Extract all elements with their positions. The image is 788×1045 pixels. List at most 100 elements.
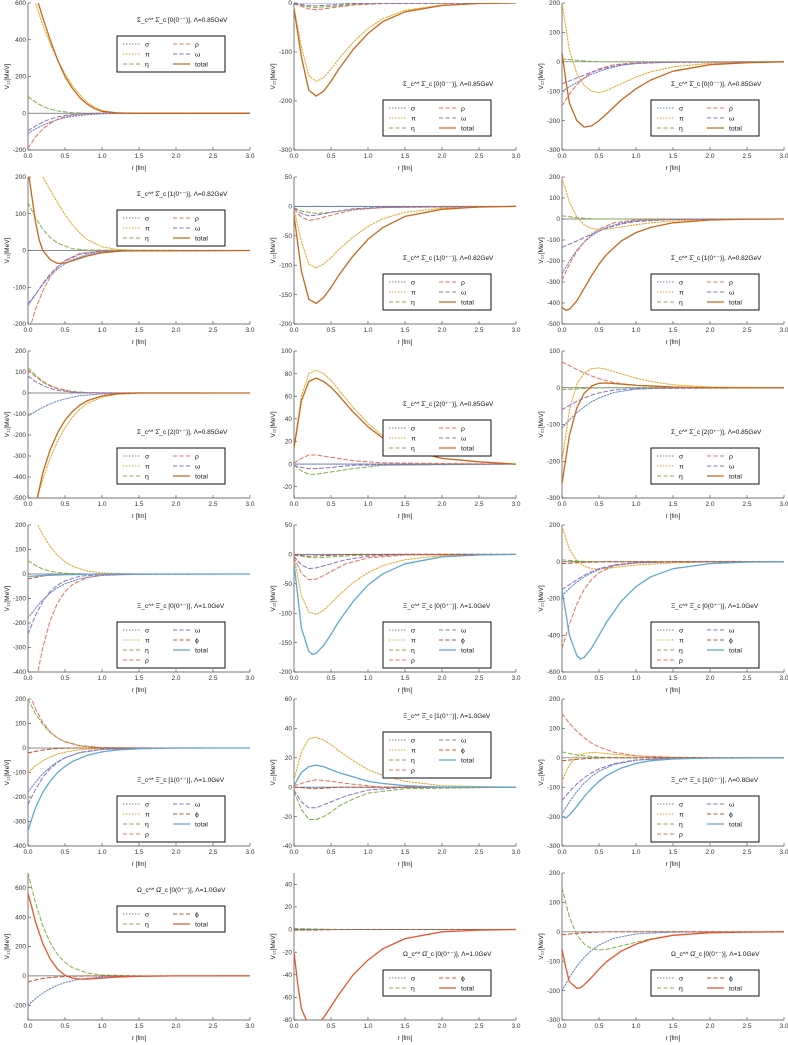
- x-tick-label: 2.0: [437, 849, 446, 856]
- x-tick-label: 0.5: [326, 1023, 335, 1030]
- legend-label-sigma: σ: [679, 627, 684, 634]
- series-line-total_b: [562, 561, 784, 660]
- x-axis-label: r [fm]: [398, 861, 413, 868]
- x-tick-label: 1.5: [400, 327, 409, 334]
- chart-panel: 0.0 0.5 1.0 1.5 2.0 2.5 3.0 -600 -400 -200 0 200 r […: [534, 522, 788, 696]
- y-tick-label: -60: [283, 995, 293, 1002]
- x-tick-label: 1.5: [668, 501, 677, 508]
- y-axis-label: V₁₁[MeV]: [4, 933, 11, 959]
- series-line-total_a: [37, 3, 250, 114]
- series-line-phi: [294, 929, 516, 931]
- y-tick-label: 400: [15, 914, 26, 921]
- series-line-phi: [28, 747, 250, 754]
- chart-panel: 0.0 0.5 1.0 1.5 2.0 2.5 3.0 -200 -100 0 100 200 r [f…: [0, 174, 262, 348]
- series-line-omega: [562, 218, 784, 248]
- series-line-total_b: [562, 757, 784, 819]
- x-tick-label: 0.5: [326, 501, 335, 508]
- legend-label-pi: π: [145, 637, 150, 644]
- y-tick-label: 100: [549, 195, 560, 202]
- series-line-rho: [294, 3, 516, 11]
- x-tick-label: 1.0: [363, 849, 372, 856]
- y-tick-label: -20: [283, 484, 293, 491]
- x-tick-label: 2.5: [474, 1023, 483, 1030]
- chart-title: Σ_c^* Σ̄_c [0(0⁻⁻)], Λ=0.85GeV: [671, 81, 762, 88]
- x-tick-label: 3.0: [245, 153, 254, 160]
- x-tick-label: 2.5: [474, 675, 483, 682]
- y-tick-label: 0: [556, 929, 560, 936]
- x-axis-label: r [fm]: [132, 861, 147, 868]
- y-tick-label: -500: [13, 495, 26, 502]
- y-tick-label: -300: [547, 279, 560, 286]
- y-tick-label: -200: [279, 98, 292, 105]
- legend-box: [650, 795, 760, 843]
- legend-label-eta: η: [679, 985, 683, 992]
- legend-label-rho: ρ: [729, 279, 733, 286]
- series-line-total_b: [28, 573, 250, 578]
- series-line-omega: [294, 786, 516, 809]
- y-tick-label: 200: [549, 522, 560, 529]
- legend-label-pi: π: [145, 225, 150, 232]
- x-tick-label: 0.5: [594, 153, 603, 160]
- chart-svg: 0.0 0.5 1.0 1.5 2.0 2.5 3.0 -80 -60 -40 -20 0 20 40 r …: [270, 873, 521, 1042]
- y-tick-label: -300: [13, 645, 26, 652]
- y-tick-label: -500: [547, 321, 560, 328]
- x-tick-label: 0.0: [23, 849, 32, 856]
- chart-svg: 0.0 0.5 1.0 1.5 2.0 2.5 3.0 -400 -300 -200 -100 0 10…: [4, 696, 255, 868]
- legend-label-omega: ω: [729, 463, 735, 470]
- y-tick-label: 200: [549, 696, 560, 703]
- y-tick-label: 0: [556, 755, 560, 762]
- y-tick-label: -200: [279, 669, 292, 676]
- series-line-pi: [294, 3, 516, 82]
- series-line-pi: [562, 367, 784, 462]
- legend-label-sigma: σ: [145, 453, 150, 460]
- y-tick-label: 40: [285, 726, 293, 733]
- y-tick-label: 100: [549, 900, 560, 907]
- legend-label-omega: ω: [729, 801, 735, 808]
- legend-label-phi: ϕ: [729, 975, 733, 982]
- series-line-total_a: [294, 205, 516, 305]
- x-tick-label: 0.0: [289, 849, 298, 856]
- chart-title: Ξ_c^* Ξ̄_c [1(0⁺⁻)], Λ=1.0GeV: [403, 713, 491, 720]
- legend-label-total_a: total: [195, 235, 208, 242]
- series-line-omega: [28, 250, 250, 305]
- chart-svg: 0.0 0.5 1.0 1.5 2.0 2.5 3.0 -600 -400 -200 0 200 r […: [538, 522, 788, 694]
- x-tick-label: 3.0: [511, 1023, 520, 1030]
- y-tick-label: 60: [285, 393, 293, 400]
- y-tick-label: 0: [288, 461, 292, 468]
- x-tick-label: 2.0: [705, 675, 714, 682]
- series-line-total_a: [36, 392, 250, 498]
- legend-label-rho: ρ: [411, 767, 415, 774]
- legend-label-omega: ω: [195, 627, 201, 634]
- x-axis-label: r [fm]: [666, 687, 681, 694]
- x-tick-label: 1.5: [400, 501, 409, 508]
- y-tick-label: -40: [283, 972, 293, 979]
- chart-title: Ξ_c^* Ξ̄_c [1(0⁺⁻)], Λ=1.0GeV: [137, 777, 225, 784]
- legend-label-rho: ρ: [729, 453, 733, 460]
- legend-label-eta: η: [145, 235, 149, 242]
- y-tick-label: 20: [285, 904, 293, 911]
- x-tick-label: 1.5: [668, 849, 677, 856]
- y-tick-label: 0: [288, 204, 292, 211]
- x-tick-label: 1.5: [400, 675, 409, 682]
- y-tick-label: -100: [13, 596, 26, 603]
- legend-label-pi: π: [411, 435, 416, 442]
- series-line-rho: [562, 61, 784, 107]
- series-line-eta: [28, 202, 250, 251]
- legend-label-eta: η: [411, 985, 415, 992]
- x-tick-label: 2.5: [742, 501, 751, 508]
- series-line-sigma: [562, 218, 784, 275]
- chart-svg: 0.0 0.5 1.0 1.5 2.0 2.5 3.0 -20 0 20 40 60 80 100 r [f…: [270, 348, 521, 520]
- x-tick-label: 2.5: [208, 675, 217, 682]
- legend-label-total_c: total: [461, 985, 474, 992]
- x-tick-label: 2.5: [208, 501, 217, 508]
- y-tick-label: -200: [13, 794, 26, 801]
- x-axis-label: r [fm]: [398, 687, 413, 694]
- legend-label-eta: η: [145, 647, 149, 654]
- series-line-eta: [28, 560, 250, 575]
- legend-label-sigma: σ: [145, 41, 150, 48]
- y-axis-label: V₁₂[MeV]: [270, 411, 277, 437]
- legend-label-omega: ω: [729, 627, 735, 634]
- legend-label-eta: η: [145, 473, 149, 480]
- legend-box: [116, 621, 226, 669]
- x-tick-label: 2.0: [705, 153, 714, 160]
